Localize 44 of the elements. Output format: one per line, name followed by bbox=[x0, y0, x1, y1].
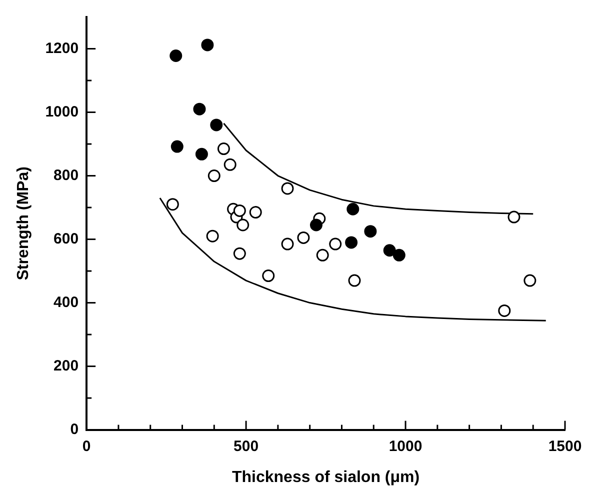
point bbox=[210, 118, 223, 132]
point bbox=[524, 274, 536, 287]
x-axis-title: Thickness of sialon (μm) bbox=[232, 468, 420, 486]
point bbox=[508, 210, 520, 224]
point bbox=[195, 148, 208, 160]
point bbox=[170, 49, 182, 62]
point bbox=[262, 270, 275, 282]
point bbox=[297, 231, 310, 244]
x-tick-label: 500 bbox=[234, 438, 259, 455]
y-axis-title: Strength (MPa) bbox=[15, 166, 32, 280]
point bbox=[383, 244, 396, 257]
point bbox=[233, 247, 246, 260]
point bbox=[346, 202, 360, 216]
point bbox=[249, 206, 262, 219]
point bbox=[364, 225, 377, 238]
point bbox=[206, 230, 219, 242]
point bbox=[193, 102, 206, 116]
y-tick-label: 600 bbox=[54, 230, 79, 248]
point bbox=[345, 236, 358, 249]
y-tick-label: 1000 bbox=[45, 103, 79, 120]
point bbox=[329, 238, 342, 250]
y-tick-label: 200 bbox=[54, 357, 79, 374]
point bbox=[208, 170, 220, 182]
point bbox=[310, 218, 322, 232]
point bbox=[392, 248, 406, 262]
point bbox=[236, 218, 250, 232]
point bbox=[201, 38, 214, 52]
point bbox=[281, 238, 294, 250]
y-tick-label: 800 bbox=[54, 166, 79, 184]
y-tick-label: 0 bbox=[70, 420, 79, 438]
x-tick-label: 1500 bbox=[548, 438, 582, 455]
x-tick-label: 0 bbox=[82, 438, 91, 455]
point bbox=[281, 182, 294, 195]
point bbox=[233, 204, 246, 217]
point bbox=[217, 142, 230, 156]
x-tick-label: 1000 bbox=[388, 438, 422, 455]
point bbox=[348, 274, 361, 287]
point bbox=[166, 198, 179, 211]
y-tick-label: 400 bbox=[54, 294, 79, 311]
point bbox=[498, 304, 511, 317]
point bbox=[316, 248, 329, 262]
point bbox=[224, 158, 236, 171]
y-tick-label: 1200 bbox=[45, 40, 79, 57]
point bbox=[170, 140, 184, 153]
